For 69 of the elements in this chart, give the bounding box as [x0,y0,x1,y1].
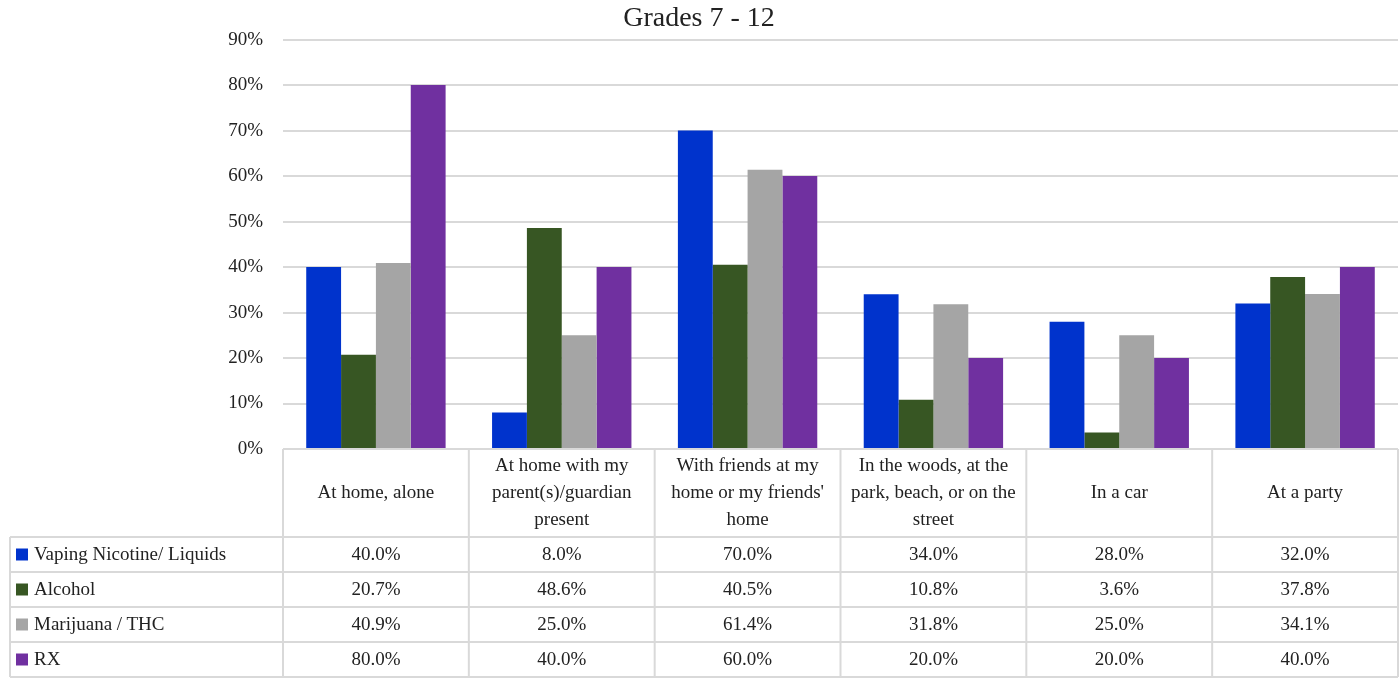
data-label: 25.0% [1094,613,1144,635]
y-tick-label: 80% [228,73,264,95]
data-label: 32.0% [1280,543,1330,565]
data-label: 28.0% [1094,543,1144,565]
bar [747,169,783,448]
legend-label: Alcohol [34,578,96,600]
data-label: 8.0% [541,543,582,565]
data-label: 10.8% [908,578,959,600]
data-label: 40.9% [351,613,401,635]
y-tick-label: 70% [228,118,264,140]
bar [1305,293,1340,448]
x-tick-label: At home, alone [317,480,435,502]
bar [968,358,1004,448]
x-tick-label: In the woods, at the park, beach, or on the street [851,453,1016,529]
y-tick-label: 40% [228,255,264,277]
data-label: 80.0% [351,648,401,670]
legend-label: Vaping Nicotine/ Liquids [34,543,227,565]
x-tick-label: At home with my parent(s)/guardian present [492,453,632,529]
data-label: 3.6% [1099,578,1140,600]
bar [375,262,411,448]
bar [306,267,342,448]
data-label: 60.0% [723,648,773,670]
y-tick-label: 10% [228,391,264,413]
data-label: 20.0% [1094,648,1144,670]
legend-label: RX [34,648,61,670]
x-tick-label: In a car [1090,480,1149,502]
data-label: 40.0% [1280,648,1330,670]
bar [1084,432,1120,448]
y-tick-label: 60% [228,164,264,186]
x-tick-label: With friends at my home or my friends' home [671,453,824,529]
y-tick-label: 20% [228,346,264,368]
x-tick-label: At a party [1267,480,1344,502]
bar [561,335,597,448]
y-tick-label: 50% [228,209,264,231]
data-label: 20.0% [908,648,959,670]
data-label: 40.0% [537,648,587,670]
y-tick-label: 30% [228,300,264,322]
bar [933,304,969,448]
data-label: 37.8% [1280,578,1330,600]
bar [1235,303,1271,448]
chart-title: Grades 7 - 12 [623,1,775,33]
data-label: 48.6% [537,578,587,600]
data-label: 34.1% [1280,613,1330,635]
legend-label: Marijuana / THC [34,613,165,635]
data-label: 20.7% [351,578,401,600]
data-label: 25.0% [537,613,587,635]
bar [341,354,376,448]
data-label: 40.5% [723,578,773,600]
bar [1339,267,1375,448]
data-label: 31.8% [908,613,959,635]
bar [712,264,748,448]
bar [898,399,934,448]
bar [677,130,713,448]
bar [526,227,562,448]
bar [1154,358,1189,448]
y-tick-label: 0% [237,436,264,458]
bar [782,176,818,448]
y-tick-label: 90% [228,27,264,49]
bar [1270,277,1306,448]
bar [492,412,527,448]
bar [1049,321,1085,448]
bar [596,267,632,448]
bar [863,294,899,448]
data-label: 61.4% [723,613,773,635]
data-label: 40.0% [351,543,401,565]
data-label: 34.0% [908,543,959,565]
data-label: 70.0% [723,543,773,565]
bar [410,85,446,448]
bar [1119,335,1155,448]
